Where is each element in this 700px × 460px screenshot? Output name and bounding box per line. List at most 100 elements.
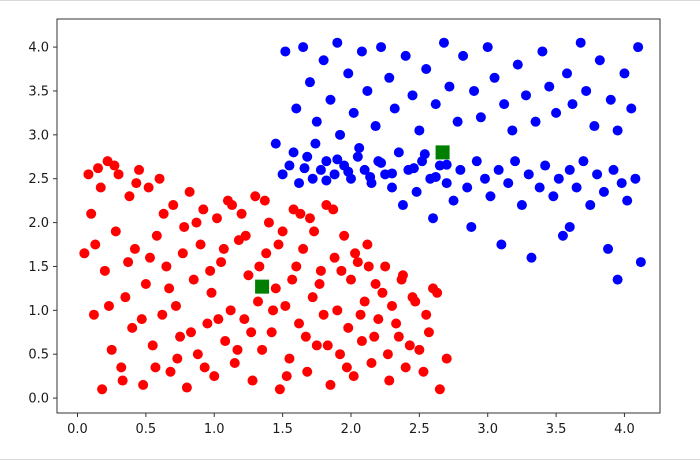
cluster-blue-point (458, 50, 469, 61)
y-tick-label: 2.5 (28, 172, 49, 187)
cluster-blue-point (408, 163, 419, 174)
cluster-red-point (93, 163, 104, 174)
cluster-red-point (216, 257, 227, 268)
cluster-red-point (225, 305, 236, 316)
cluster-blue-point (329, 169, 340, 180)
cluster-red-point (363, 261, 374, 272)
cluster-red-point (370, 279, 381, 290)
cluster-blue-point (622, 195, 633, 206)
cluster-blue-point (489, 72, 500, 83)
cluster-red-point (400, 362, 411, 373)
cluster-red-point (329, 252, 340, 263)
cluster-red-point (274, 384, 285, 395)
cluster-red-point (246, 327, 257, 338)
cluster-blue-point (635, 257, 646, 268)
cluster-red-point (352, 257, 363, 268)
cluster-red-point (243, 270, 254, 281)
cluster-red-point (307, 292, 318, 303)
cluster-red-point (191, 217, 202, 228)
cluster-blue-point (448, 195, 459, 206)
cluster-red-point (127, 322, 138, 333)
cluster-red-point (343, 322, 354, 333)
cluster-red-point (387, 300, 397, 311)
cluster-red-point (199, 362, 210, 373)
cluster-blue-point (428, 213, 439, 224)
cluster-blue-point (598, 186, 609, 197)
centroids-point (435, 145, 450, 160)
cluster-blue-point (294, 178, 305, 189)
cluster-blue-point (571, 182, 582, 193)
cluster-red-point (322, 340, 333, 351)
cluster-red-point (318, 309, 329, 320)
cluster-blue-point (400, 50, 411, 61)
cluster-blue-point (304, 77, 315, 88)
cluster-red-point (205, 265, 216, 276)
cluster-red-point (168, 200, 179, 211)
cluster-red-point (202, 318, 213, 329)
cluster-red-point (124, 191, 135, 202)
cluster-blue-point (370, 121, 381, 132)
cluster-red-point (369, 331, 380, 342)
cluster-blue-point (493, 164, 504, 175)
cluster-blue-point (321, 156, 332, 167)
cluster-blue-point (284, 160, 295, 171)
cluster-blue-point (354, 142, 365, 153)
cluster-blue-point (430, 171, 441, 182)
cluster-blue-point (507, 125, 518, 136)
x-tick-label: 4.0 (614, 422, 635, 437)
cluster-blue-point (384, 72, 395, 83)
cluster-red-point (355, 309, 366, 320)
cluster-red-point (213, 314, 224, 325)
cluster-red-point (186, 327, 196, 338)
cluster-red-point (421, 309, 432, 320)
cluster-red-point (181, 382, 192, 393)
cluster-red-point (227, 200, 238, 211)
y-tick-label: 4.0 (28, 41, 49, 56)
cluster-red-point (315, 265, 326, 276)
cluster-red-point (157, 309, 168, 320)
x-tick-label: 1.5 (272, 422, 293, 437)
cluster-red-point (257, 344, 268, 355)
cluster-red-point (134, 164, 145, 175)
cluster-red-point (177, 248, 188, 259)
y-tick-label: 0.0 (28, 392, 49, 407)
cluster-blue-point (393, 147, 404, 158)
cluster-red-point (179, 221, 190, 232)
cluster-red-point (259, 195, 270, 206)
cluster-red-point (240, 230, 251, 241)
cluster-blue-point (553, 173, 564, 184)
cluster-red-point (236, 208, 247, 219)
cluster-blue-point (356, 46, 367, 57)
cluster-red-point (184, 186, 195, 197)
cluster-red-point (391, 318, 402, 329)
cluster-blue-point (397, 200, 408, 211)
cluster-red-point (192, 349, 203, 360)
cluster-red-point (144, 252, 155, 263)
cluster-red-point (404, 340, 415, 351)
cluster-blue-point (318, 55, 329, 66)
cluster-blue-point (389, 103, 400, 114)
cluster-blue-point (564, 164, 575, 175)
cluster-blue-point (291, 103, 302, 114)
cluster-blue-point (516, 200, 527, 211)
cluster-blue-point (343, 68, 354, 79)
cluster-red-point (284, 353, 295, 364)
cluster-red-point (103, 300, 114, 311)
cluster-red-point (384, 375, 395, 386)
cluster-red-point (341, 362, 352, 373)
cluster-red-point (298, 243, 309, 254)
cluster-red-point (172, 353, 183, 364)
cluster-blue-point (630, 173, 641, 184)
cluster-red-point (314, 279, 325, 290)
cluster-blue-point (362, 85, 373, 96)
cluster-blue-point (540, 160, 551, 171)
cluster-blue-point (343, 166, 354, 177)
cluster-red-point (211, 213, 222, 224)
cluster-blue-point (411, 186, 422, 197)
cluster-red-point (311, 340, 322, 351)
y-tick-label: 3.0 (28, 128, 49, 143)
cluster-red-point (99, 265, 110, 276)
y-tick-label: 1.5 (28, 260, 49, 275)
cluster-blue-point (534, 182, 545, 193)
